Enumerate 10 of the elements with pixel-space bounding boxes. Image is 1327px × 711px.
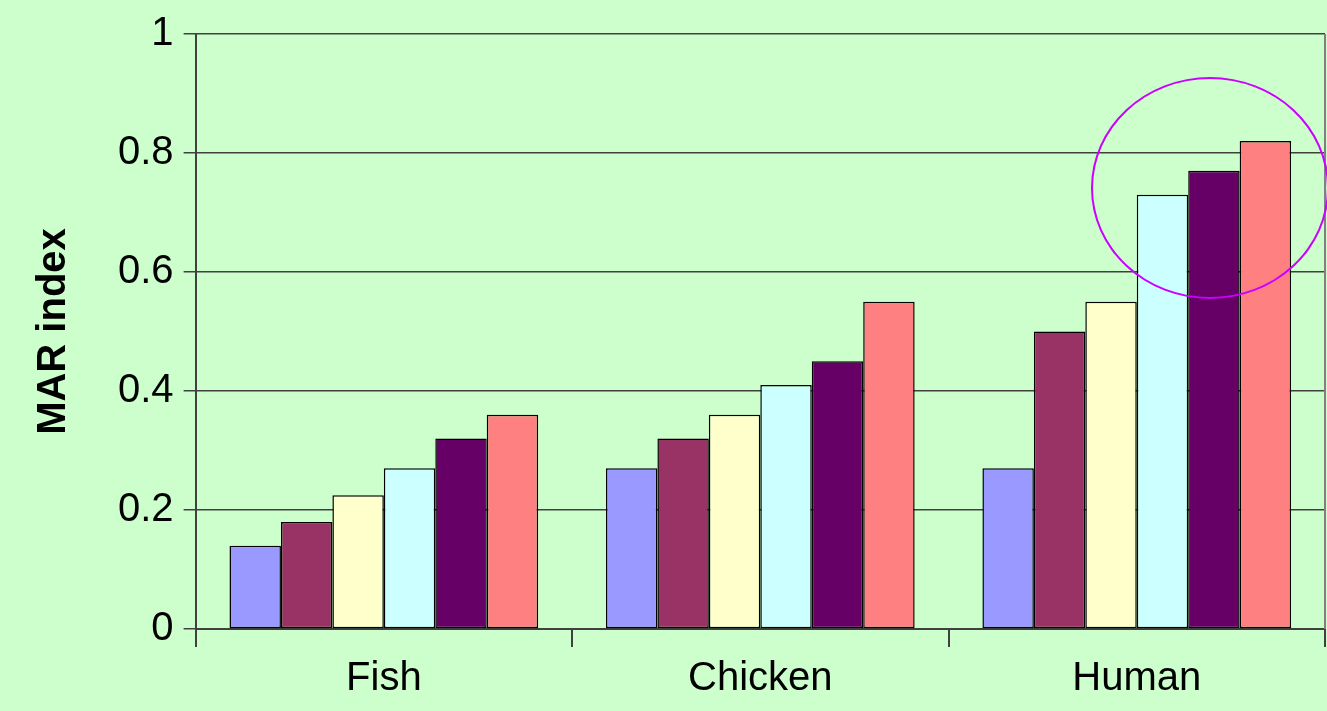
y-tick-label: 0.8 — [118, 128, 174, 173]
x-tick-label: Chicken — [688, 654, 833, 699]
y-tick-label: 0.6 — [118, 247, 174, 292]
y-tick-label: 0.2 — [118, 485, 174, 530]
y-tick-label: 1 — [151, 9, 174, 54]
y-tick-label: 0.4 — [118, 366, 174, 411]
x-tick-label: Human — [1072, 654, 1202, 699]
y-axis-title: MAR index — [29, 228, 74, 435]
y-tick-label: 0 — [151, 604, 174, 649]
x-tick-label: Fish — [346, 654, 422, 699]
